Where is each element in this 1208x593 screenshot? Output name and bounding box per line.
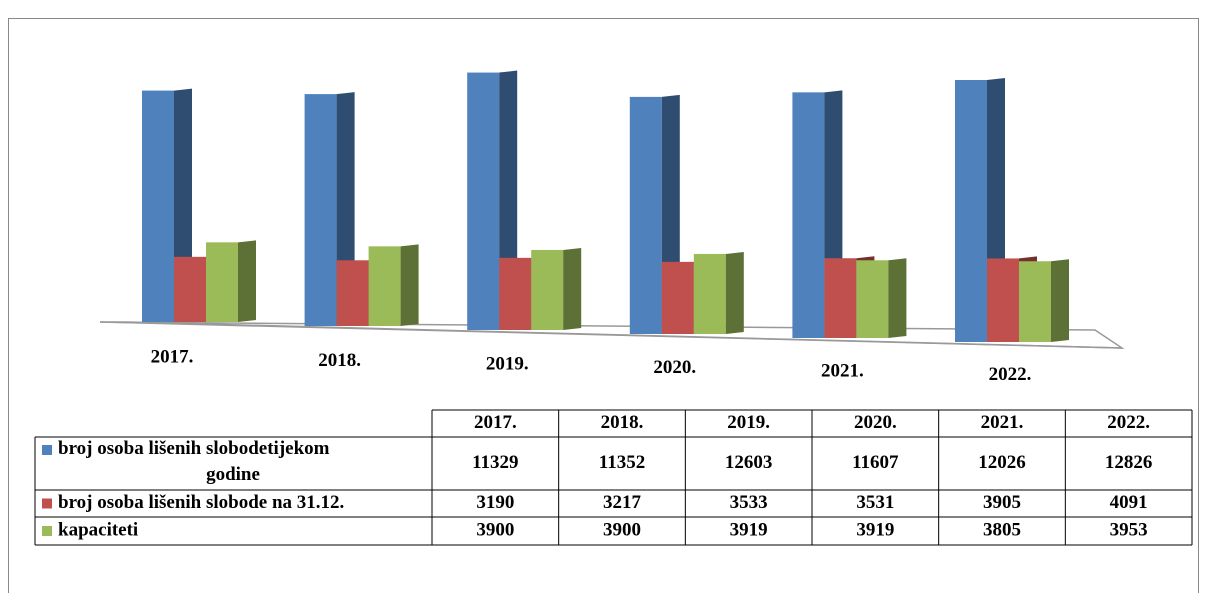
table-value: 3953 — [1110, 519, 1148, 540]
legend-line: godine — [206, 464, 260, 485]
table-value: 3905 — [983, 492, 1021, 513]
bar — [368, 246, 401, 326]
table-header: 2019. — [727, 412, 770, 433]
bar-side — [888, 258, 907, 338]
legend-label: broj osoba lišenih slobodetijekom godine — [58, 438, 330, 485]
legend-key — [42, 526, 52, 536]
legend-key — [42, 445, 52, 455]
x-tick-label: 2022. — [989, 364, 1032, 385]
legend-key — [42, 498, 52, 509]
table-value: 11329 — [472, 452, 518, 473]
legend-label: broj osoba lišenih slobode na 31.12. — [58, 492, 344, 513]
table-header: 2017. — [474, 412, 517, 433]
table-value: 3919 — [730, 519, 768, 540]
table-value: 11352 — [599, 452, 645, 473]
bar — [824, 258, 857, 338]
bar — [174, 256, 206, 322]
bar — [629, 96, 662, 335]
bar — [467, 72, 500, 331]
bar-side — [1051, 259, 1069, 342]
x-tick-label: 2017. — [151, 346, 194, 367]
table-value: 3919 — [856, 519, 894, 540]
bar — [206, 242, 238, 322]
table-header: 2018. — [601, 412, 644, 433]
bar — [856, 260, 889, 338]
bar-side — [238, 240, 256, 322]
table-value: 3900 — [603, 519, 641, 540]
bar-side — [563, 247, 582, 330]
table-value: 3217 — [603, 492, 642, 513]
legend-label: kapaciteti — [58, 519, 138, 540]
bar — [955, 80, 987, 342]
x-tick-label: 2018. — [318, 350, 361, 371]
x-tick-label: 2020. — [653, 357, 696, 378]
bar-side — [400, 244, 419, 326]
table-value: 4091 — [1110, 492, 1148, 513]
table-header: 2020. — [854, 412, 897, 433]
table-value: 3533 — [730, 492, 768, 513]
table-value: 3900 — [476, 519, 514, 540]
table-value: 12826 — [1105, 452, 1153, 473]
bar — [499, 257, 532, 330]
bar — [1019, 261, 1051, 342]
floor-edge — [99, 321, 1123, 349]
bar — [304, 94, 337, 327]
table-value: 12026 — [978, 452, 1026, 473]
bar-side — [725, 251, 744, 334]
bar — [531, 249, 564, 330]
bar — [987, 258, 1019, 342]
table-header: 2022. — [1107, 412, 1150, 433]
legend-line: broj osoba lišenih slobodetijekom — [58, 438, 330, 459]
bar — [693, 253, 726, 334]
bar — [661, 261, 694, 334]
bar — [792, 92, 825, 339]
bar — [336, 260, 369, 326]
table-value: 12603 — [725, 452, 773, 473]
table-value: 3190 — [476, 492, 514, 513]
table-value: 3531 — [856, 492, 894, 513]
x-tick-label: 2019. — [486, 353, 529, 374]
table-value: 3805 — [983, 519, 1021, 540]
bar — [142, 90, 174, 322]
chart-frame — [8, 18, 1199, 593]
table-value: 11607 — [852, 452, 899, 473]
table-header: 2021. — [981, 412, 1024, 433]
x-tick-label: 2021. — [821, 360, 864, 381]
